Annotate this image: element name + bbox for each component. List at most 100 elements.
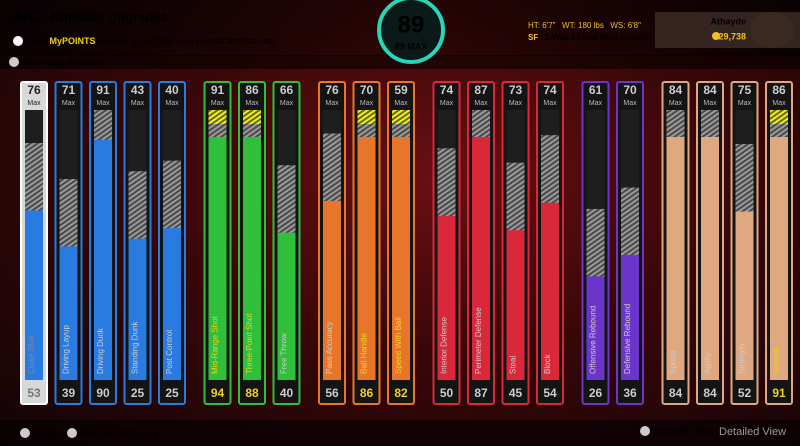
cap-label: Max bbox=[280, 100, 294, 107]
current-value: 86 bbox=[360, 386, 374, 400]
current-value: 94 bbox=[211, 386, 225, 400]
attribute-name: Vertical bbox=[772, 348, 781, 374]
bar-fill bbox=[323, 200, 341, 380]
attribute-name: Block bbox=[543, 353, 552, 374]
bar-fill bbox=[770, 137, 788, 380]
cap-label: Max bbox=[738, 100, 752, 107]
bar-fill bbox=[666, 137, 685, 380]
cap-value: 75 bbox=[738, 83, 752, 97]
cap-value: 70 bbox=[623, 83, 637, 97]
logo: MC bbox=[14, 7, 41, 26]
button-icon bbox=[9, 57, 19, 67]
attribute-name: Steal bbox=[509, 356, 518, 374]
cap-value: 61 bbox=[589, 83, 603, 97]
attribute-name: Free Throw bbox=[280, 333, 289, 374]
position: SF bbox=[528, 33, 538, 42]
detailed-view[interactable]: Detailed View bbox=[719, 426, 786, 438]
cap-label: Max bbox=[325, 100, 339, 107]
attribute-name: Mid-Range Shot bbox=[211, 315, 220, 374]
attribute-name: Agility bbox=[703, 353, 712, 374]
weight: WT: 180 lbs bbox=[562, 21, 604, 30]
hint-text: Earn bbox=[28, 36, 47, 46]
bar-fill bbox=[472, 137, 490, 380]
current-value: 36 bbox=[623, 386, 637, 400]
current-value: 84 bbox=[703, 386, 717, 400]
height: HT: 6'7" bbox=[528, 21, 556, 30]
attribute-name: Speed With Ball bbox=[394, 317, 403, 374]
info-line: SF | 2-Way 3-Level Shot Creator bbox=[528, 33, 649, 42]
cap-label: Max bbox=[509, 100, 523, 107]
cap-value: 87 bbox=[474, 83, 488, 97]
cap-label: Max bbox=[27, 100, 41, 107]
cap-label: Max bbox=[474, 100, 488, 107]
cap-label: Max bbox=[165, 100, 179, 107]
current-value: 53 bbox=[27, 386, 41, 400]
cap-value: 84 bbox=[703, 83, 717, 97]
info-line: HT: 6'7" | WT: 180 lbs | WS: 6'8" bbox=[528, 21, 641, 30]
cap-value: 70 bbox=[360, 83, 374, 97]
attribute-name: Defensive Rebound bbox=[623, 304, 632, 374]
current-value: 40 bbox=[280, 386, 294, 400]
current-value: 82 bbox=[394, 386, 408, 400]
bar-upgrade bbox=[243, 110, 261, 124]
coin-icon bbox=[712, 32, 720, 40]
current-value: 25 bbox=[131, 386, 145, 400]
current-value: 25 bbox=[165, 386, 179, 400]
current-value: 26 bbox=[589, 386, 603, 400]
cap-value: 40 bbox=[165, 83, 179, 97]
current-value: 50 bbox=[440, 386, 454, 400]
current-value: 91 bbox=[772, 386, 786, 400]
bar-fill bbox=[163, 228, 181, 380]
attribute-name: Speed bbox=[669, 351, 678, 374]
hint: Earn MyPOINTS in order to upgrade your o… bbox=[28, 36, 278, 46]
bar-upgrade bbox=[357, 110, 376, 124]
cap-value: 73 bbox=[509, 83, 523, 97]
cap-label: Max bbox=[440, 100, 454, 107]
attribute-name: Post Control bbox=[165, 330, 174, 374]
cap-label: Max bbox=[543, 100, 557, 107]
bar-fill bbox=[392, 137, 410, 380]
bar-fill bbox=[541, 202, 559, 380]
cap-label: Max bbox=[96, 100, 110, 107]
cap-value: 43 bbox=[131, 83, 145, 97]
attribute-name: Offensive Rebound bbox=[589, 306, 598, 374]
bar-fill bbox=[586, 276, 605, 380]
cap-value: 84 bbox=[669, 83, 683, 97]
back[interactable]: Back bbox=[34, 428, 59, 440]
current-value: 88 bbox=[245, 386, 259, 400]
attribute-name: Pass Accuracy bbox=[325, 322, 334, 374]
cap-value: 66 bbox=[280, 83, 294, 97]
cap-label: Max bbox=[245, 100, 259, 107]
overall: 89 bbox=[398, 11, 425, 38]
cap-label: Max bbox=[211, 100, 225, 107]
bar-upgrade bbox=[392, 110, 410, 124]
cap-label: Max bbox=[131, 100, 145, 107]
cap-label: Max bbox=[589, 100, 603, 107]
glossary[interactable]: Badge Glossary bbox=[81, 428, 160, 440]
cap-value: 91 bbox=[211, 83, 225, 97]
current-value: 84 bbox=[669, 386, 683, 400]
bar-fill bbox=[243, 137, 261, 380]
cap-label: Max bbox=[394, 100, 408, 107]
overall-max: 89 MAX bbox=[395, 41, 428, 51]
cap-label: Max bbox=[703, 100, 717, 107]
cap-breakers[interactable]: View Cap Breakers bbox=[24, 57, 105, 67]
bar-fill bbox=[357, 137, 376, 380]
simple-view[interactable]: Simple View bbox=[654, 426, 714, 438]
info-icon bbox=[13, 36, 23, 46]
current-value: 54 bbox=[543, 386, 557, 400]
bar-upgrade bbox=[770, 110, 788, 124]
cap-label: Max bbox=[623, 100, 637, 107]
bar-fill bbox=[25, 210, 43, 380]
bar-fill bbox=[437, 215, 456, 380]
avatar bbox=[750, 12, 794, 48]
attribute-name: Driving Dunk bbox=[96, 327, 105, 374]
title: Attribute Upgrades bbox=[50, 9, 168, 24]
cap-value: 59 bbox=[394, 83, 408, 97]
attribute-name: Strength bbox=[738, 344, 747, 374]
current-value: 87 bbox=[474, 386, 488, 400]
cap-value: 86 bbox=[245, 83, 259, 97]
cap-value: 74 bbox=[543, 83, 557, 97]
cap-label: Max bbox=[360, 100, 374, 107]
